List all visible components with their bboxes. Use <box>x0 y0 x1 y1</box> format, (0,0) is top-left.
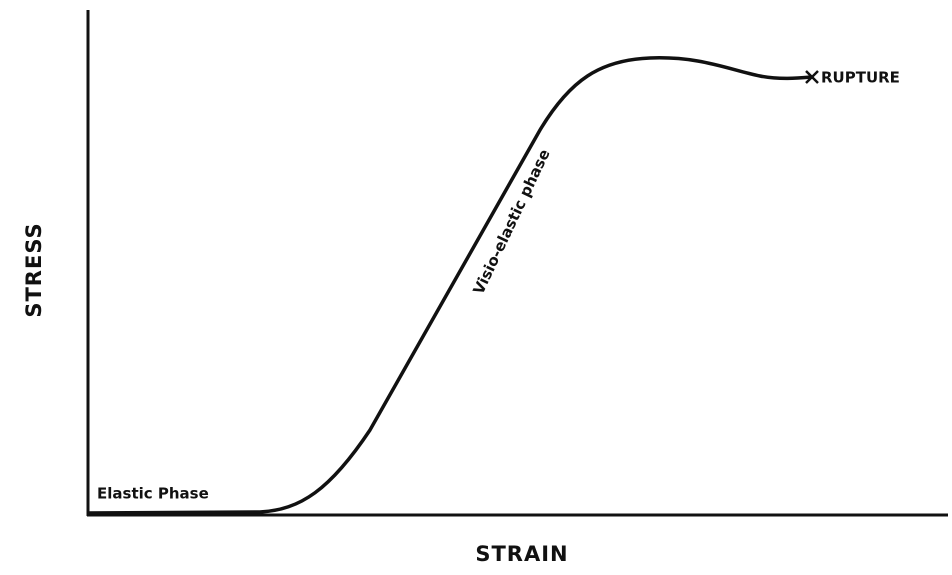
visco-label: Visio-elastic phase <box>469 146 553 297</box>
y-axis-label: STRESS <box>22 222 46 317</box>
rupture-label: RUPTURE <box>821 69 900 87</box>
x-axis-label: STRAIN <box>475 542 568 566</box>
stress-strain-curve <box>87 56 813 515</box>
rupture-mark <box>805 70 819 84</box>
elastic-label: Elastic Phase <box>97 485 209 503</box>
